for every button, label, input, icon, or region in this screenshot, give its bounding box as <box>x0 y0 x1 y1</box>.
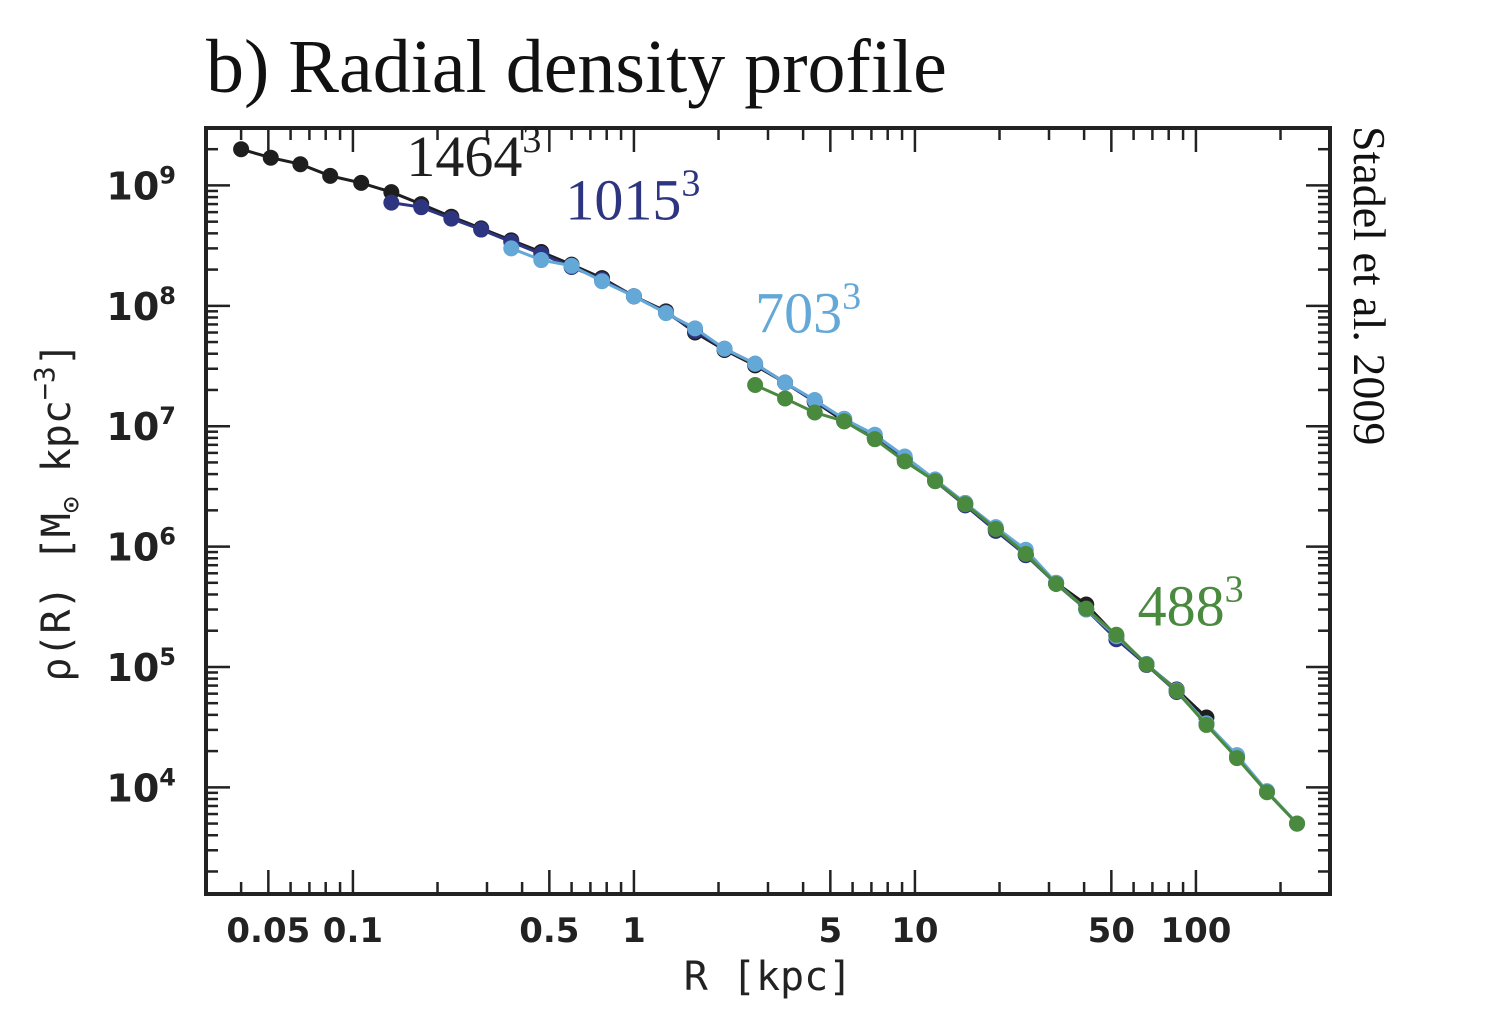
data-point-488 <box>836 413 853 430</box>
series-label-exponent: 3 <box>842 276 861 318</box>
y-tick-base: 10 <box>106 646 159 690</box>
data-point-703 <box>533 252 550 269</box>
series-488 <box>747 376 1306 832</box>
data-point-1015 <box>473 221 490 238</box>
plot-frame <box>204 126 1332 896</box>
x-tick-label: 100 <box>1160 911 1231 951</box>
data-point-703 <box>625 288 642 305</box>
x-axis-label: R [kpc] <box>684 954 853 1000</box>
data-point-703 <box>716 340 733 357</box>
data-point-488 <box>1078 600 1095 617</box>
y-tick-base: 10 <box>106 766 159 810</box>
x-tick-label: 10 <box>891 911 938 951</box>
data-point-1015 <box>383 194 400 211</box>
y-axis-label-end: ] <box>34 342 80 366</box>
series-label-number: 1464 <box>406 124 522 189</box>
data-point-703 <box>777 374 794 391</box>
data-point-488 <box>1048 575 1065 592</box>
y-tick-label: 108 <box>106 282 176 329</box>
chart-title: b) Radial density profile <box>206 25 947 109</box>
data-point-1015 <box>443 210 460 227</box>
y-tick-label: 105 <box>106 643 176 690</box>
series-label-number: 703 <box>755 281 842 346</box>
data-point-488 <box>1289 815 1306 832</box>
y-tick-base: 10 <box>106 405 159 449</box>
series-1464 <box>233 141 1215 726</box>
y-axis-label: ρ(R) [M⊙ kpc−3] <box>28 342 87 682</box>
y-tick-exponent: 7 <box>159 402 176 430</box>
y-tick-label: 109 <box>106 161 176 208</box>
data-point-488 <box>747 376 764 393</box>
data-point-488 <box>866 431 883 448</box>
y-tick-exponent: 8 <box>159 282 176 310</box>
y-tick-exponent: 9 <box>159 161 176 189</box>
data-point-488 <box>1228 750 1245 767</box>
axis-ticks <box>204 126 1332 894</box>
data-point-703 <box>563 257 580 274</box>
data-point-488 <box>1017 545 1034 562</box>
y-tick-exponent: 6 <box>159 523 176 551</box>
x-tick-label: 1 <box>622 911 646 951</box>
y-axis-label-sun: ⊙ <box>54 496 87 513</box>
y-tick-exponent: 5 <box>159 643 176 671</box>
data-point-488 <box>1108 626 1125 643</box>
y-tick-exponent: 4 <box>159 763 176 791</box>
data-point-1464 <box>353 174 370 191</box>
data-point-1464 <box>233 141 250 158</box>
credit-label: Stadel et al. 2009 <box>1344 126 1395 445</box>
y-tick-label: 106 <box>106 523 176 570</box>
data-point-1464 <box>262 149 279 166</box>
series-line-1464 <box>240 147 1208 719</box>
data-point-488 <box>1168 683 1185 700</box>
y-tick-base: 10 <box>106 526 159 570</box>
data-point-703 <box>687 320 704 337</box>
x-tick-label: 0.1 <box>323 911 383 951</box>
data-point-703 <box>503 240 520 257</box>
data-point-488 <box>1258 784 1275 801</box>
y-axis-label-exp: −3 <box>28 366 61 400</box>
y-tick-label: 104 <box>106 763 176 810</box>
series-label-number: 488 <box>1138 574 1225 639</box>
series-label-1464: 14643 <box>406 119 541 189</box>
series-label-1015: 10153 <box>565 163 700 233</box>
data-point-703 <box>806 392 823 409</box>
data-point-488 <box>987 520 1004 537</box>
series-703 <box>503 240 1306 832</box>
x-tick-labels: 0.05 0.1 0.5 1 5 10 50 100 <box>226 911 1231 951</box>
data-point-488 <box>1138 656 1155 673</box>
data-point-703 <box>594 273 611 290</box>
series-layer <box>233 141 1306 832</box>
y-tick-base: 10 <box>106 285 159 329</box>
y-tick-base: 10 <box>106 164 159 208</box>
y-axis-label-kpc: kpc <box>34 400 80 496</box>
series-label-exponent: 3 <box>1225 569 1244 611</box>
series-label-number: 1015 <box>565 168 681 233</box>
data-point-488 <box>777 390 794 407</box>
y-axis-label-main: ρ(R) [M <box>34 513 80 682</box>
series-label-exponent: 3 <box>681 163 700 205</box>
x-tick-label: 0.05 <box>226 911 310 951</box>
series-line-703 <box>510 247 1299 825</box>
data-point-488 <box>1198 716 1215 733</box>
x-tick-label: 50 <box>1088 911 1135 951</box>
data-point-1464 <box>322 167 339 184</box>
series-label-488: 4883 <box>1138 569 1244 639</box>
data-point-488 <box>806 404 823 421</box>
y-tick-label: 107 <box>106 402 176 449</box>
series-label-703: 7033 <box>755 276 861 346</box>
data-point-1464 <box>292 156 309 173</box>
x-tick-label: 5 <box>819 911 843 951</box>
data-point-703 <box>657 305 674 322</box>
data-point-703 <box>747 355 764 372</box>
data-point-488 <box>957 496 974 513</box>
data-point-1015 <box>413 199 430 216</box>
x-tick-label: 0.5 <box>519 911 579 951</box>
data-point-488 <box>896 453 913 470</box>
series-label-exponent: 3 <box>522 119 541 161</box>
data-point-488 <box>927 473 944 490</box>
